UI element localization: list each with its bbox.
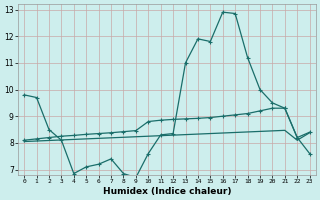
X-axis label: Humidex (Indice chaleur): Humidex (Indice chaleur) (103, 187, 231, 196)
